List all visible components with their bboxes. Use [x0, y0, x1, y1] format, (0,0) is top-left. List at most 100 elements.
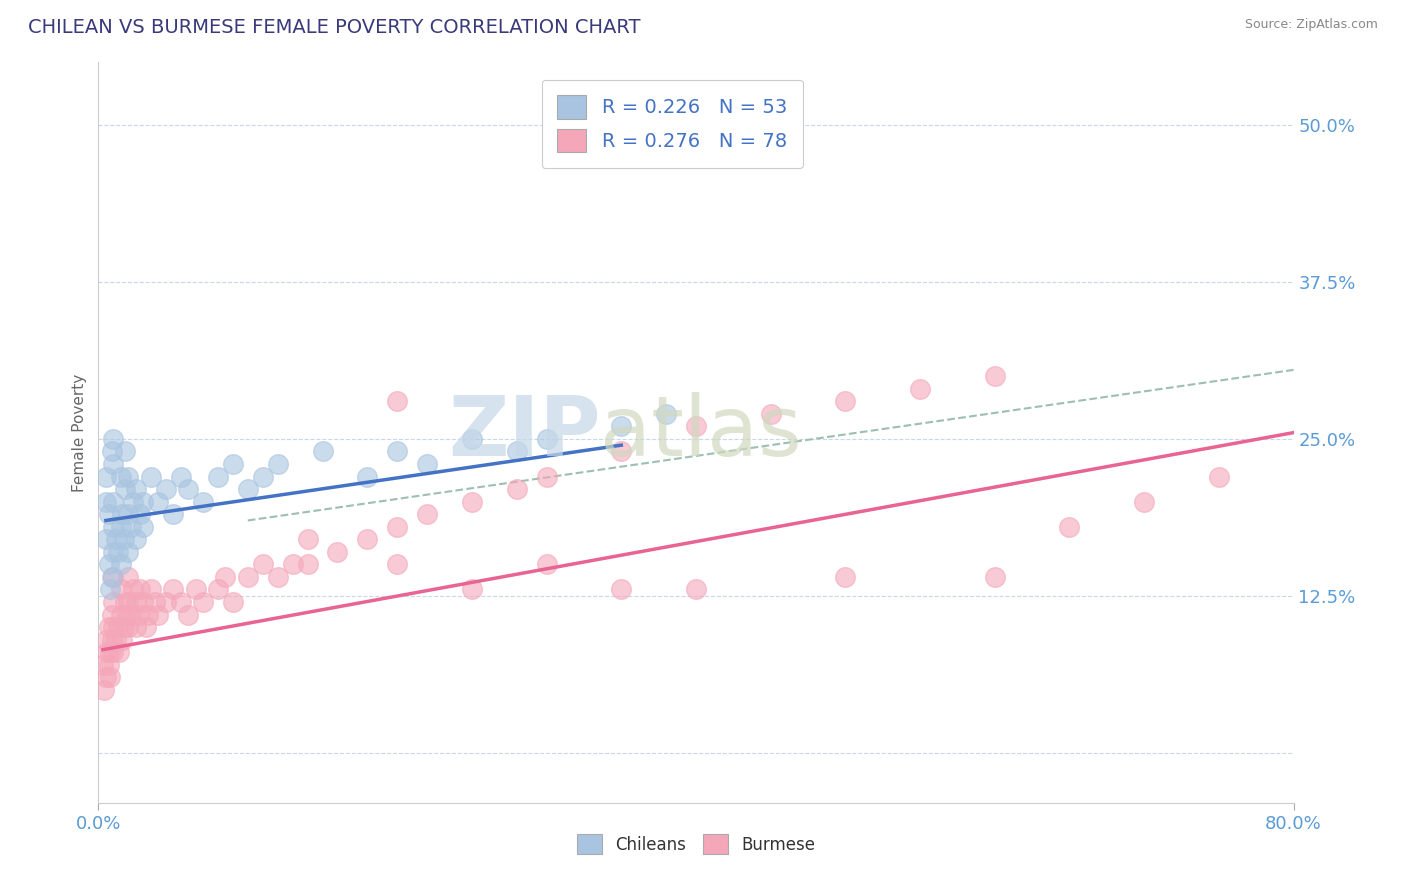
Point	[114, 482, 136, 496]
Point	[148, 607, 170, 622]
Point	[105, 533, 128, 547]
Point	[416, 507, 439, 521]
Point	[120, 520, 142, 534]
Point	[129, 507, 152, 521]
Point	[610, 419, 633, 434]
Point	[655, 407, 678, 421]
Point	[101, 570, 124, 584]
Point	[114, 444, 136, 458]
Point	[356, 533, 378, 547]
Text: ZIP: ZIP	[449, 392, 600, 473]
Point	[110, 558, 132, 572]
Point	[162, 582, 184, 597]
Point	[110, 469, 132, 483]
Point	[143, 595, 166, 609]
Point	[416, 457, 439, 471]
Point	[148, 494, 170, 508]
Point	[984, 369, 1007, 384]
Point	[101, 632, 124, 647]
Point	[610, 582, 633, 597]
Point	[385, 558, 409, 572]
Point	[834, 570, 856, 584]
Point	[184, 582, 207, 597]
Point	[135, 620, 157, 634]
Point	[117, 545, 139, 559]
Legend: Chileans, Burmese: Chileans, Burmese	[571, 828, 821, 861]
Point	[207, 582, 229, 597]
Point	[132, 494, 155, 508]
Point	[129, 582, 152, 597]
Point	[214, 570, 236, 584]
Point	[267, 457, 290, 471]
Point	[107, 620, 129, 634]
Point	[94, 533, 117, 547]
Point	[132, 520, 155, 534]
Point	[117, 595, 139, 609]
Point	[506, 444, 529, 458]
Point	[759, 407, 782, 421]
Point	[97, 507, 120, 521]
Text: atlas: atlas	[600, 392, 801, 473]
Point	[103, 645, 125, 659]
Y-axis label: Female Poverty: Female Poverty	[72, 374, 87, 491]
Point	[96, 645, 118, 659]
Point	[103, 595, 125, 609]
Point	[94, 469, 117, 483]
Point	[98, 645, 122, 659]
Point	[610, 444, 633, 458]
Point	[207, 469, 229, 483]
Point	[125, 595, 148, 609]
Point	[108, 645, 131, 659]
Point	[93, 682, 115, 697]
Point	[110, 607, 132, 622]
Point	[125, 482, 148, 496]
Point	[101, 444, 124, 458]
Point	[121, 494, 143, 508]
Point	[834, 394, 856, 409]
Point	[169, 469, 191, 483]
Point	[326, 545, 349, 559]
Point	[222, 595, 245, 609]
Point	[162, 507, 184, 521]
Point	[94, 632, 117, 647]
Point	[461, 432, 484, 446]
Point	[385, 394, 409, 409]
Point	[125, 620, 148, 634]
Point	[111, 507, 134, 521]
Point	[984, 570, 1007, 584]
Point	[103, 494, 125, 508]
Point	[536, 432, 558, 446]
Point	[177, 607, 200, 622]
Point	[128, 607, 150, 622]
Point	[97, 657, 120, 672]
Point	[132, 595, 155, 609]
Point	[98, 582, 122, 597]
Point	[103, 432, 125, 446]
Point	[112, 533, 135, 547]
Point	[110, 582, 132, 597]
Point	[105, 632, 128, 647]
Point	[169, 595, 191, 609]
Point	[1059, 520, 1081, 534]
Point	[685, 582, 707, 597]
Point	[94, 494, 117, 508]
Point	[114, 595, 136, 609]
Point	[120, 607, 142, 622]
Point	[236, 570, 259, 584]
Point	[252, 558, 274, 572]
Point	[908, 382, 931, 396]
Point	[101, 607, 124, 622]
Point	[112, 620, 135, 634]
Point	[121, 582, 143, 597]
Point	[155, 482, 177, 496]
Point	[222, 457, 245, 471]
Point	[139, 582, 162, 597]
Point	[281, 558, 304, 572]
Point	[461, 582, 484, 597]
Point	[191, 595, 214, 609]
Point	[136, 607, 159, 622]
Point	[111, 632, 134, 647]
Point	[267, 570, 290, 584]
Point	[103, 457, 125, 471]
Point	[110, 520, 132, 534]
